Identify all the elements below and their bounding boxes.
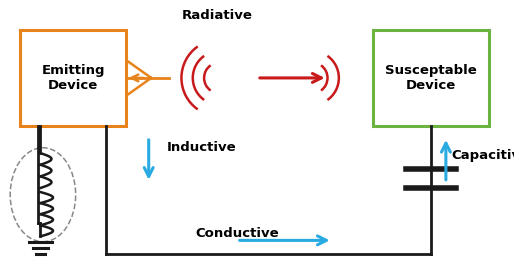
Text: Radiative: Radiative <box>181 10 252 22</box>
Text: Inductive: Inductive <box>167 141 236 154</box>
Bar <box>373 30 489 126</box>
Text: Susceptable
Device: Susceptable Device <box>385 64 476 92</box>
Bar <box>20 30 126 126</box>
Text: Emitting
Device: Emitting Device <box>42 64 105 92</box>
Text: Capacitive: Capacitive <box>451 149 514 162</box>
Text: Conductive: Conductive <box>195 227 279 240</box>
